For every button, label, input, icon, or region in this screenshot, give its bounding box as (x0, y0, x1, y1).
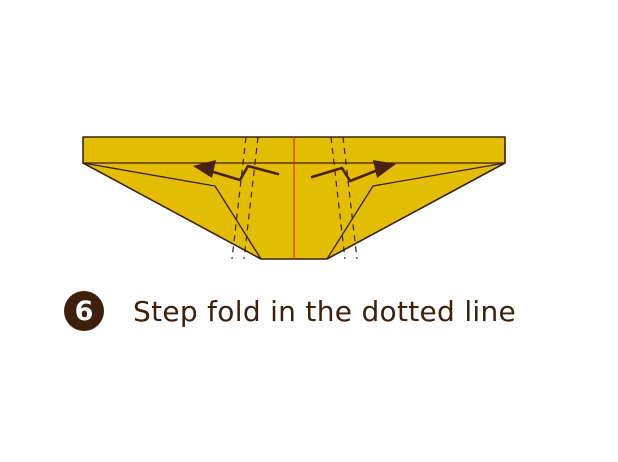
zigzag-arrow-right-icon (310, 160, 396, 183)
left-dotted-line-inner (243, 136, 259, 260)
left-inner-flap (82, 162, 262, 260)
right-inner-flap (326, 162, 506, 260)
step-instruction-text: Step fold in the dotted line (133, 294, 517, 328)
right-dotted-line-outer (342, 136, 358, 260)
right-dotted-line-inner (330, 136, 346, 260)
step-instruction: 6 Step fold in the dotted line (64, 289, 516, 333)
left-dotted-line-outer (231, 136, 247, 260)
zigzag-arrow-left-icon (193, 160, 280, 182)
step-number-badge: 6 (64, 291, 104, 331)
